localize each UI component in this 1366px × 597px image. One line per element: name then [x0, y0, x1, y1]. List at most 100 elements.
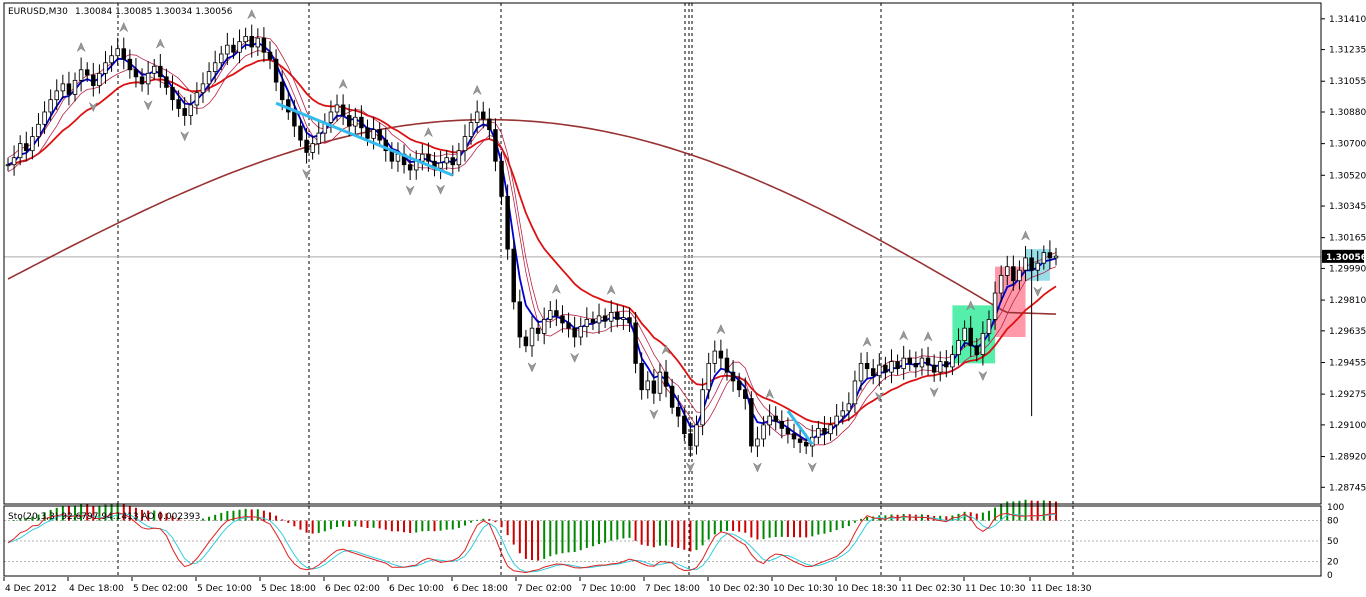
price-tick-label: 1.29635: [1329, 327, 1366, 337]
indicator-tick-label: 80: [1327, 517, 1339, 527]
price-tick-label: 1.31235: [1329, 46, 1366, 56]
candle-body: [182, 108, 187, 116]
candle-body: [883, 364, 888, 373]
candle-body: [36, 123, 41, 138]
candle-body: [219, 53, 224, 64]
fractal-up-arrow: [862, 336, 872, 347]
candle-body: [1017, 269, 1022, 282]
fractal-down-arrow: [527, 362, 537, 373]
candle-body: [444, 157, 449, 164]
candle-body: [852, 380, 858, 405]
candle-body: [103, 62, 108, 74]
fractal-down-arrow: [807, 462, 817, 473]
time-tick-label: 5 Dec 02:00: [133, 584, 188, 594]
price-tick-label: 1.30880: [1329, 108, 1366, 118]
candle-body: [267, 51, 273, 60]
envelope-lower: [7, 50, 1057, 446]
price-tick-label: 1.28745: [1329, 483, 1366, 493]
candle-body: [304, 139, 309, 153]
candle-body: [456, 150, 462, 166]
candle-body: [42, 111, 47, 125]
candle-body: [371, 129, 376, 139]
candle-body: [907, 357, 912, 364]
candle-body: [840, 410, 845, 417]
candle-body: [298, 125, 303, 141]
indicator-tick-label: 0: [1327, 571, 1333, 581]
candle-body: [359, 116, 364, 129]
fractal-up-arrow: [1020, 230, 1031, 241]
candle-body: [164, 76, 169, 88]
time-tick-label: 7 Dec 18:00: [645, 584, 700, 594]
fractal-down-arrow: [143, 100, 153, 111]
time-tick-label: 10 Dec 18:30: [837, 584, 898, 594]
candle-body: [590, 319, 596, 324]
candle-body: [834, 415, 839, 426]
candle-body: [755, 438, 760, 447]
candle-body: [328, 111, 334, 123]
fractal-up-arrow: [661, 344, 671, 355]
candle-body: [1011, 266, 1016, 282]
time-tick-label: 7 Dec 02:00: [517, 584, 572, 594]
fractal-down-arrow: [180, 130, 190, 142]
candle-body: [188, 104, 194, 116]
candle-body: [48, 99, 53, 113]
candle-body: [657, 371, 663, 394]
fractal-arrows: [76, 9, 1043, 473]
candle-body: [1029, 257, 1034, 271]
price-tick-label: 1.30345: [1329, 202, 1366, 212]
candle-body: [700, 389, 705, 426]
time-tick-label: 6 Dec 10:00: [389, 584, 444, 594]
fractal-up-arrow: [606, 284, 616, 295]
current-price-label: 1.30056: [1326, 253, 1366, 263]
candle-body: [578, 326, 583, 338]
price-tick-label: 1.29810: [1329, 296, 1366, 306]
time-tick-label: 7 Dec 10:00: [581, 584, 636, 594]
candle-body: [877, 364, 882, 377]
candle-body: [901, 357, 906, 370]
candle-body: [925, 357, 931, 366]
candle-body: [694, 424, 699, 447]
candle-body: [596, 315, 602, 324]
candle-body: [450, 157, 456, 166]
candle-body: [749, 398, 754, 447]
candle-body: [889, 361, 894, 373]
fractal-down-arrow: [1033, 286, 1043, 297]
time-tick-label: 11 Dec 10:30: [965, 584, 1026, 594]
candle-body: [706, 362, 711, 391]
candle-body: [541, 319, 547, 334]
price-tick-label: 1.29275: [1329, 390, 1366, 400]
candle-body: [152, 65, 157, 74]
candle-body: [97, 72, 102, 87]
candle-body: [237, 41, 242, 53]
candle-body: [54, 90, 59, 101]
current-price-box: [1322, 249, 1364, 263]
price-tick-label: 1.29455: [1329, 358, 1366, 368]
candle-body: [279, 81, 285, 101]
fractal-up-arrow: [716, 324, 726, 335]
candle-body: [310, 143, 315, 153]
candle-body: [682, 415, 687, 435]
stochastic-main: [7, 512, 1057, 574]
ma-long: [7, 118, 1057, 315]
candle-body: [194, 92, 200, 106]
candle-body: [554, 310, 559, 317]
candle-body: [109, 55, 114, 64]
candle-body: [499, 160, 504, 197]
candle-body: [645, 380, 650, 391]
candle-body: [517, 301, 523, 338]
candle-body: [870, 368, 876, 377]
price-tick-label: 1.31410: [1329, 15, 1366, 25]
candle-body: [133, 69, 139, 78]
candle-body: [858, 362, 864, 382]
candle-body: [72, 79, 78, 95]
candle-body: [998, 275, 1004, 294]
fractal-up-arrow: [966, 300, 976, 311]
candle-body: [481, 111, 486, 120]
fractal-up-arrow: [119, 21, 129, 33]
candle-body: [176, 99, 181, 109]
candle-body: [511, 248, 516, 303]
candle-body: [1041, 252, 1047, 264]
candle-body: [663, 371, 669, 387]
